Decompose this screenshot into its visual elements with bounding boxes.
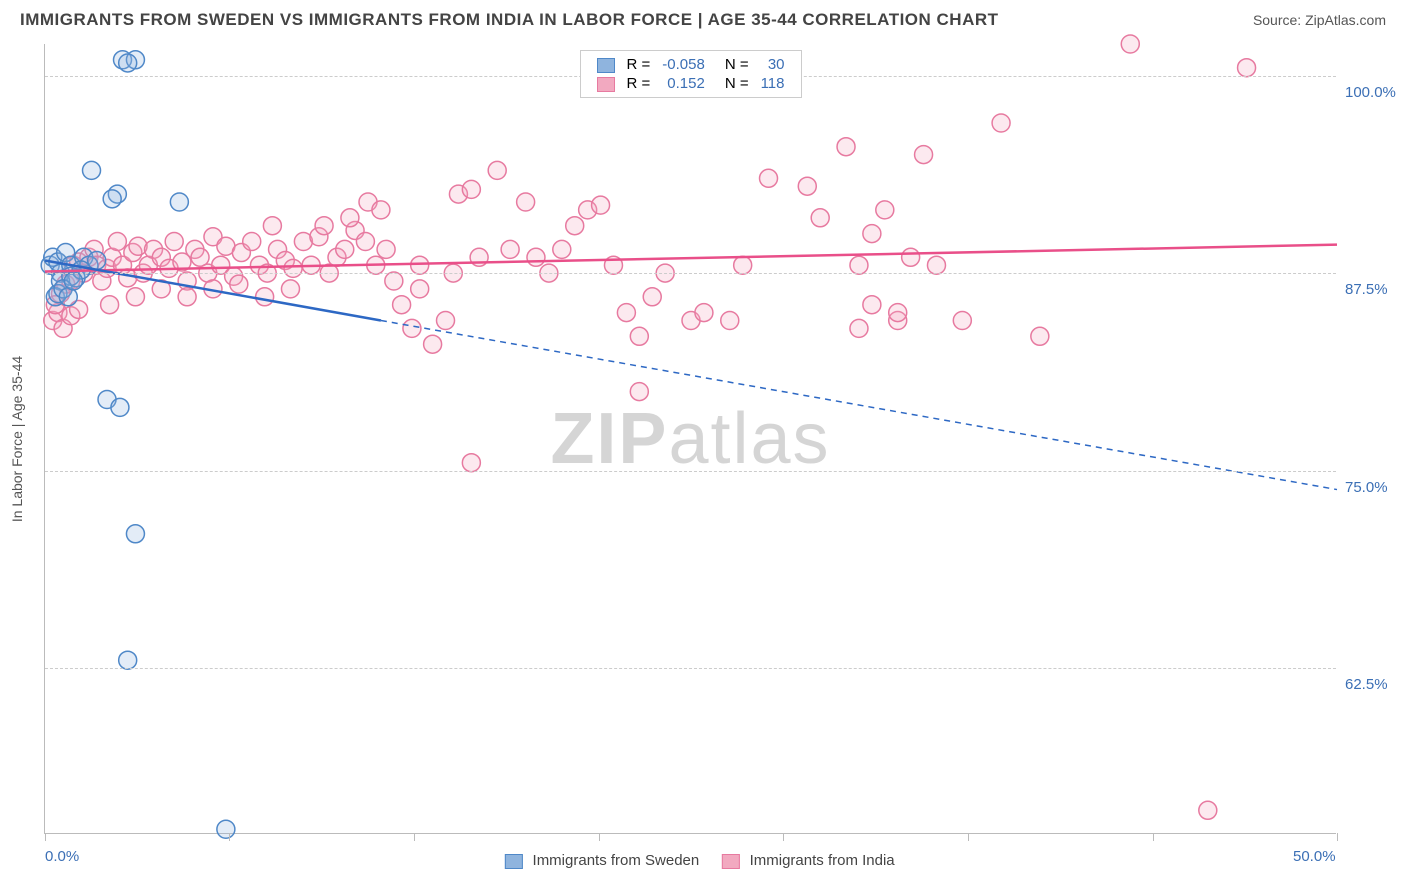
india-swatch-icon xyxy=(597,77,615,92)
legend-label: Immigrants from India xyxy=(750,852,895,869)
series-legend: Immigrants from Sweden Immigrants from I… xyxy=(486,852,894,869)
india-swatch-icon xyxy=(721,854,739,869)
correlation-legend: R = -0.058 N = 30 R = 0.152 N = 118 xyxy=(580,50,802,98)
plot-area: In Labor Force | Age 35-44 ZIPatlas R = … xyxy=(44,44,1336,834)
y-axis-title: In Labor Force | Age 35-44 xyxy=(9,355,25,521)
chart-area: In Labor Force | Age 35-44 ZIPatlas R = … xyxy=(44,44,1384,834)
sweden-swatch-icon xyxy=(504,854,522,869)
sweden-swatch-icon xyxy=(597,58,615,73)
source-label: Source: ZipAtlas.com xyxy=(1253,12,1386,28)
chart-title: IMMIGRANTS FROM SWEDEN VS IMMIGRANTS FRO… xyxy=(20,10,999,30)
scatter-plot xyxy=(45,44,1337,834)
legend-label: Immigrants from Sweden xyxy=(533,852,700,869)
